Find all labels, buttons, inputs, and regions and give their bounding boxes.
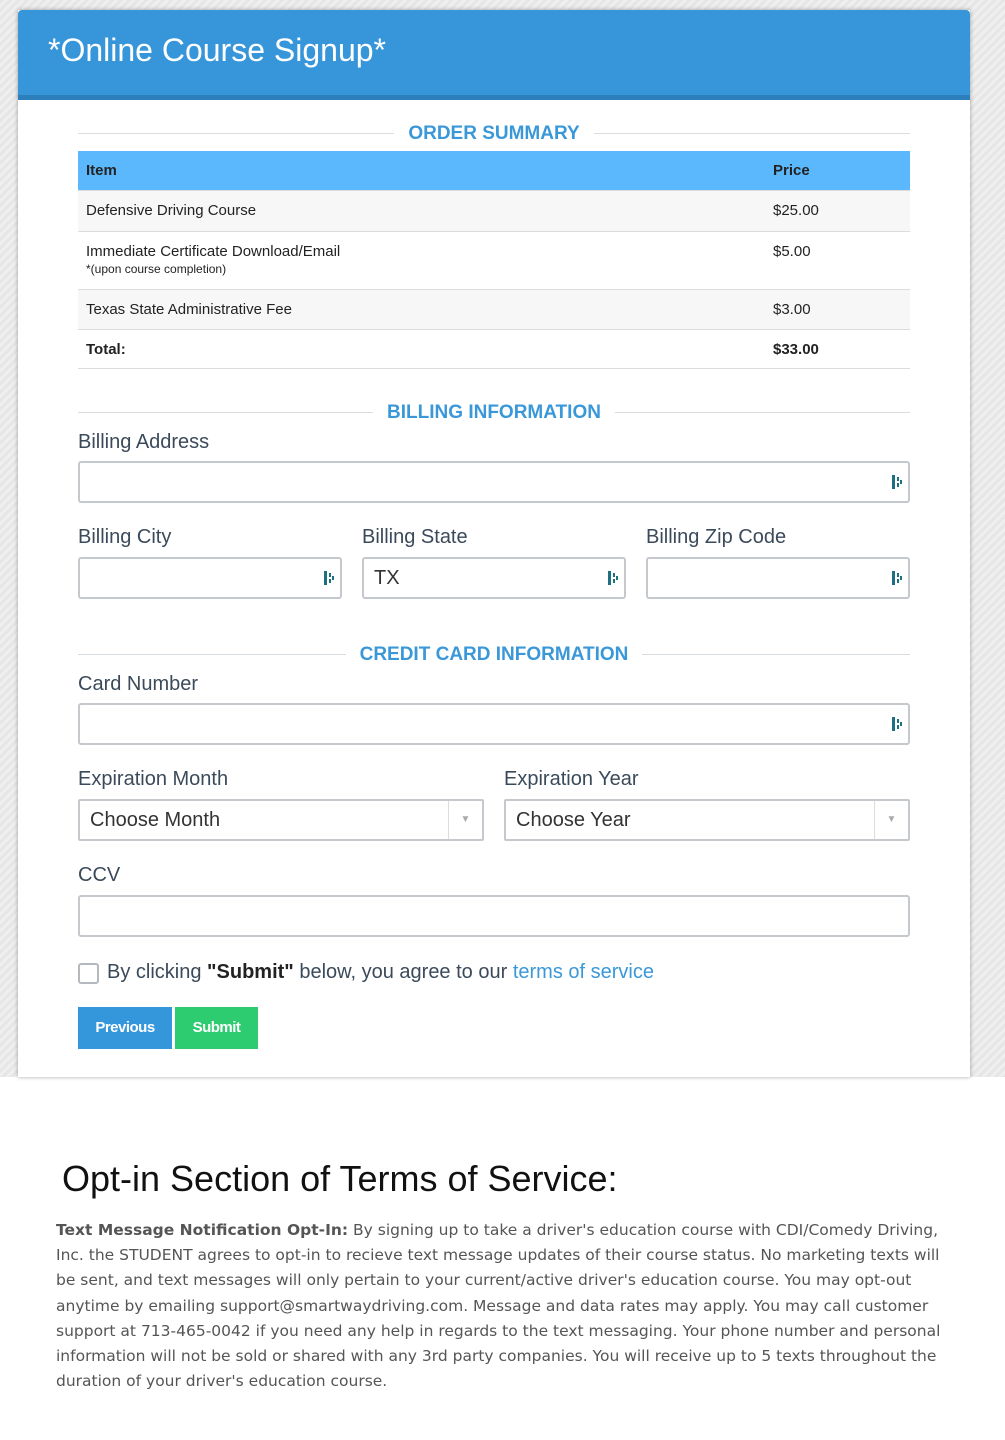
page-title: *Online Course Signup* (48, 32, 386, 68)
order-summary-heading: ORDER SUMMARY (78, 123, 910, 144)
billing-zip-input[interactable] (646, 557, 910, 599)
tos-paragraph: Text Message Notification Opt-In: By sig… (56, 1218, 961, 1394)
agreement-text: By clicking "Submit" below, you agree to… (107, 961, 654, 984)
tos-body: By signing up to take a driver's educati… (56, 1221, 941, 1391)
agreement-prefix: By clicking (107, 961, 208, 983)
terms-of-service-link[interactable]: terms of service (512, 961, 654, 983)
price-cell: $5.00 (765, 230, 910, 290)
keypass-icon[interactable] (892, 475, 902, 489)
select-value: Choose Month (90, 809, 221, 831)
previous-button[interactable]: Previous (78, 1007, 172, 1049)
total-price: $33.00 (765, 328, 910, 369)
total-row: Total: $33.00 (78, 328, 910, 369)
item-cell: Immediate Certificate Download/Email *(up… (78, 230, 765, 290)
expiration-month-label: Expiration Month (78, 768, 229, 790)
card-number-label: Card Number (78, 673, 199, 695)
select-value: Choose Year (516, 809, 631, 831)
card-number-input[interactable] (78, 703, 910, 745)
price-cell: $25.00 (765, 189, 910, 232)
price-cell: $3.00 (765, 288, 910, 330)
ccv-input[interactable] (78, 895, 910, 937)
order-summary-table: Item Price Defensive Driving Course $25.00… (78, 151, 910, 369)
ccv-label: CCV (78, 864, 121, 886)
tos-title: Opt-in Section of Terms of Service: (62, 1158, 618, 1199)
keypass-icon[interactable] (324, 571, 334, 585)
expiration-year-label: Expiration Year (504, 768, 639, 790)
keypass-icon[interactable] (892, 717, 902, 731)
table-row: Immediate Certificate Download/Email *(up… (78, 230, 910, 290)
billing-heading: BILLING INFORMATION (78, 402, 910, 423)
agreement-bold: "Submit" (207, 961, 294, 983)
billing-address-label: Billing Address (78, 431, 210, 453)
item-name: Immediate Certificate Download/Email (86, 242, 341, 260)
item-cell: Defensive Driving Course (78, 189, 765, 232)
billing-state-label: Billing State (362, 526, 468, 548)
expiration-month-select[interactable]: Choose Month ▼ (78, 799, 484, 841)
table-row: Defensive Driving Course $25.00 (78, 189, 910, 232)
card-header: *Online Course Signup* (18, 10, 970, 100)
chevron-down-icon[interactable]: ▼ (874, 801, 908, 839)
keypass-icon[interactable] (608, 571, 618, 585)
billing-state-input[interactable]: TX (362, 557, 626, 599)
table-row: Texas State Administrative Fee $3.00 (78, 288, 910, 330)
billing-city-label: Billing City (78, 526, 172, 548)
billing-city-input[interactable] (78, 557, 342, 599)
chevron-down-icon[interactable]: ▼ (448, 801, 482, 839)
agree-checkbox[interactable] (78, 963, 99, 984)
total-label: Total: (78, 328, 765, 369)
credit-card-heading: CREDIT CARD INFORMATION (78, 644, 910, 665)
expiration-year-select[interactable]: Choose Year ▼ (504, 799, 910, 841)
keypass-icon[interactable] (892, 571, 902, 585)
tos-bold: Text Message Notification Opt-In: (56, 1221, 349, 1239)
item-cell: Texas State Administrative Fee (78, 288, 765, 330)
billing-address-input[interactable] (78, 461, 910, 503)
column-item: Item (78, 151, 765, 190)
column-price: Price (765, 151, 910, 190)
table-header: Item Price (78, 151, 910, 190)
item-note: *(upon course completion) (86, 261, 227, 276)
submit-button[interactable]: Submit (175, 1007, 258, 1049)
billing-zip-label: Billing Zip Code (646, 526, 787, 548)
agreement-middle: below, you agree to our (293, 961, 513, 983)
input-value: TX (374, 567, 400, 589)
